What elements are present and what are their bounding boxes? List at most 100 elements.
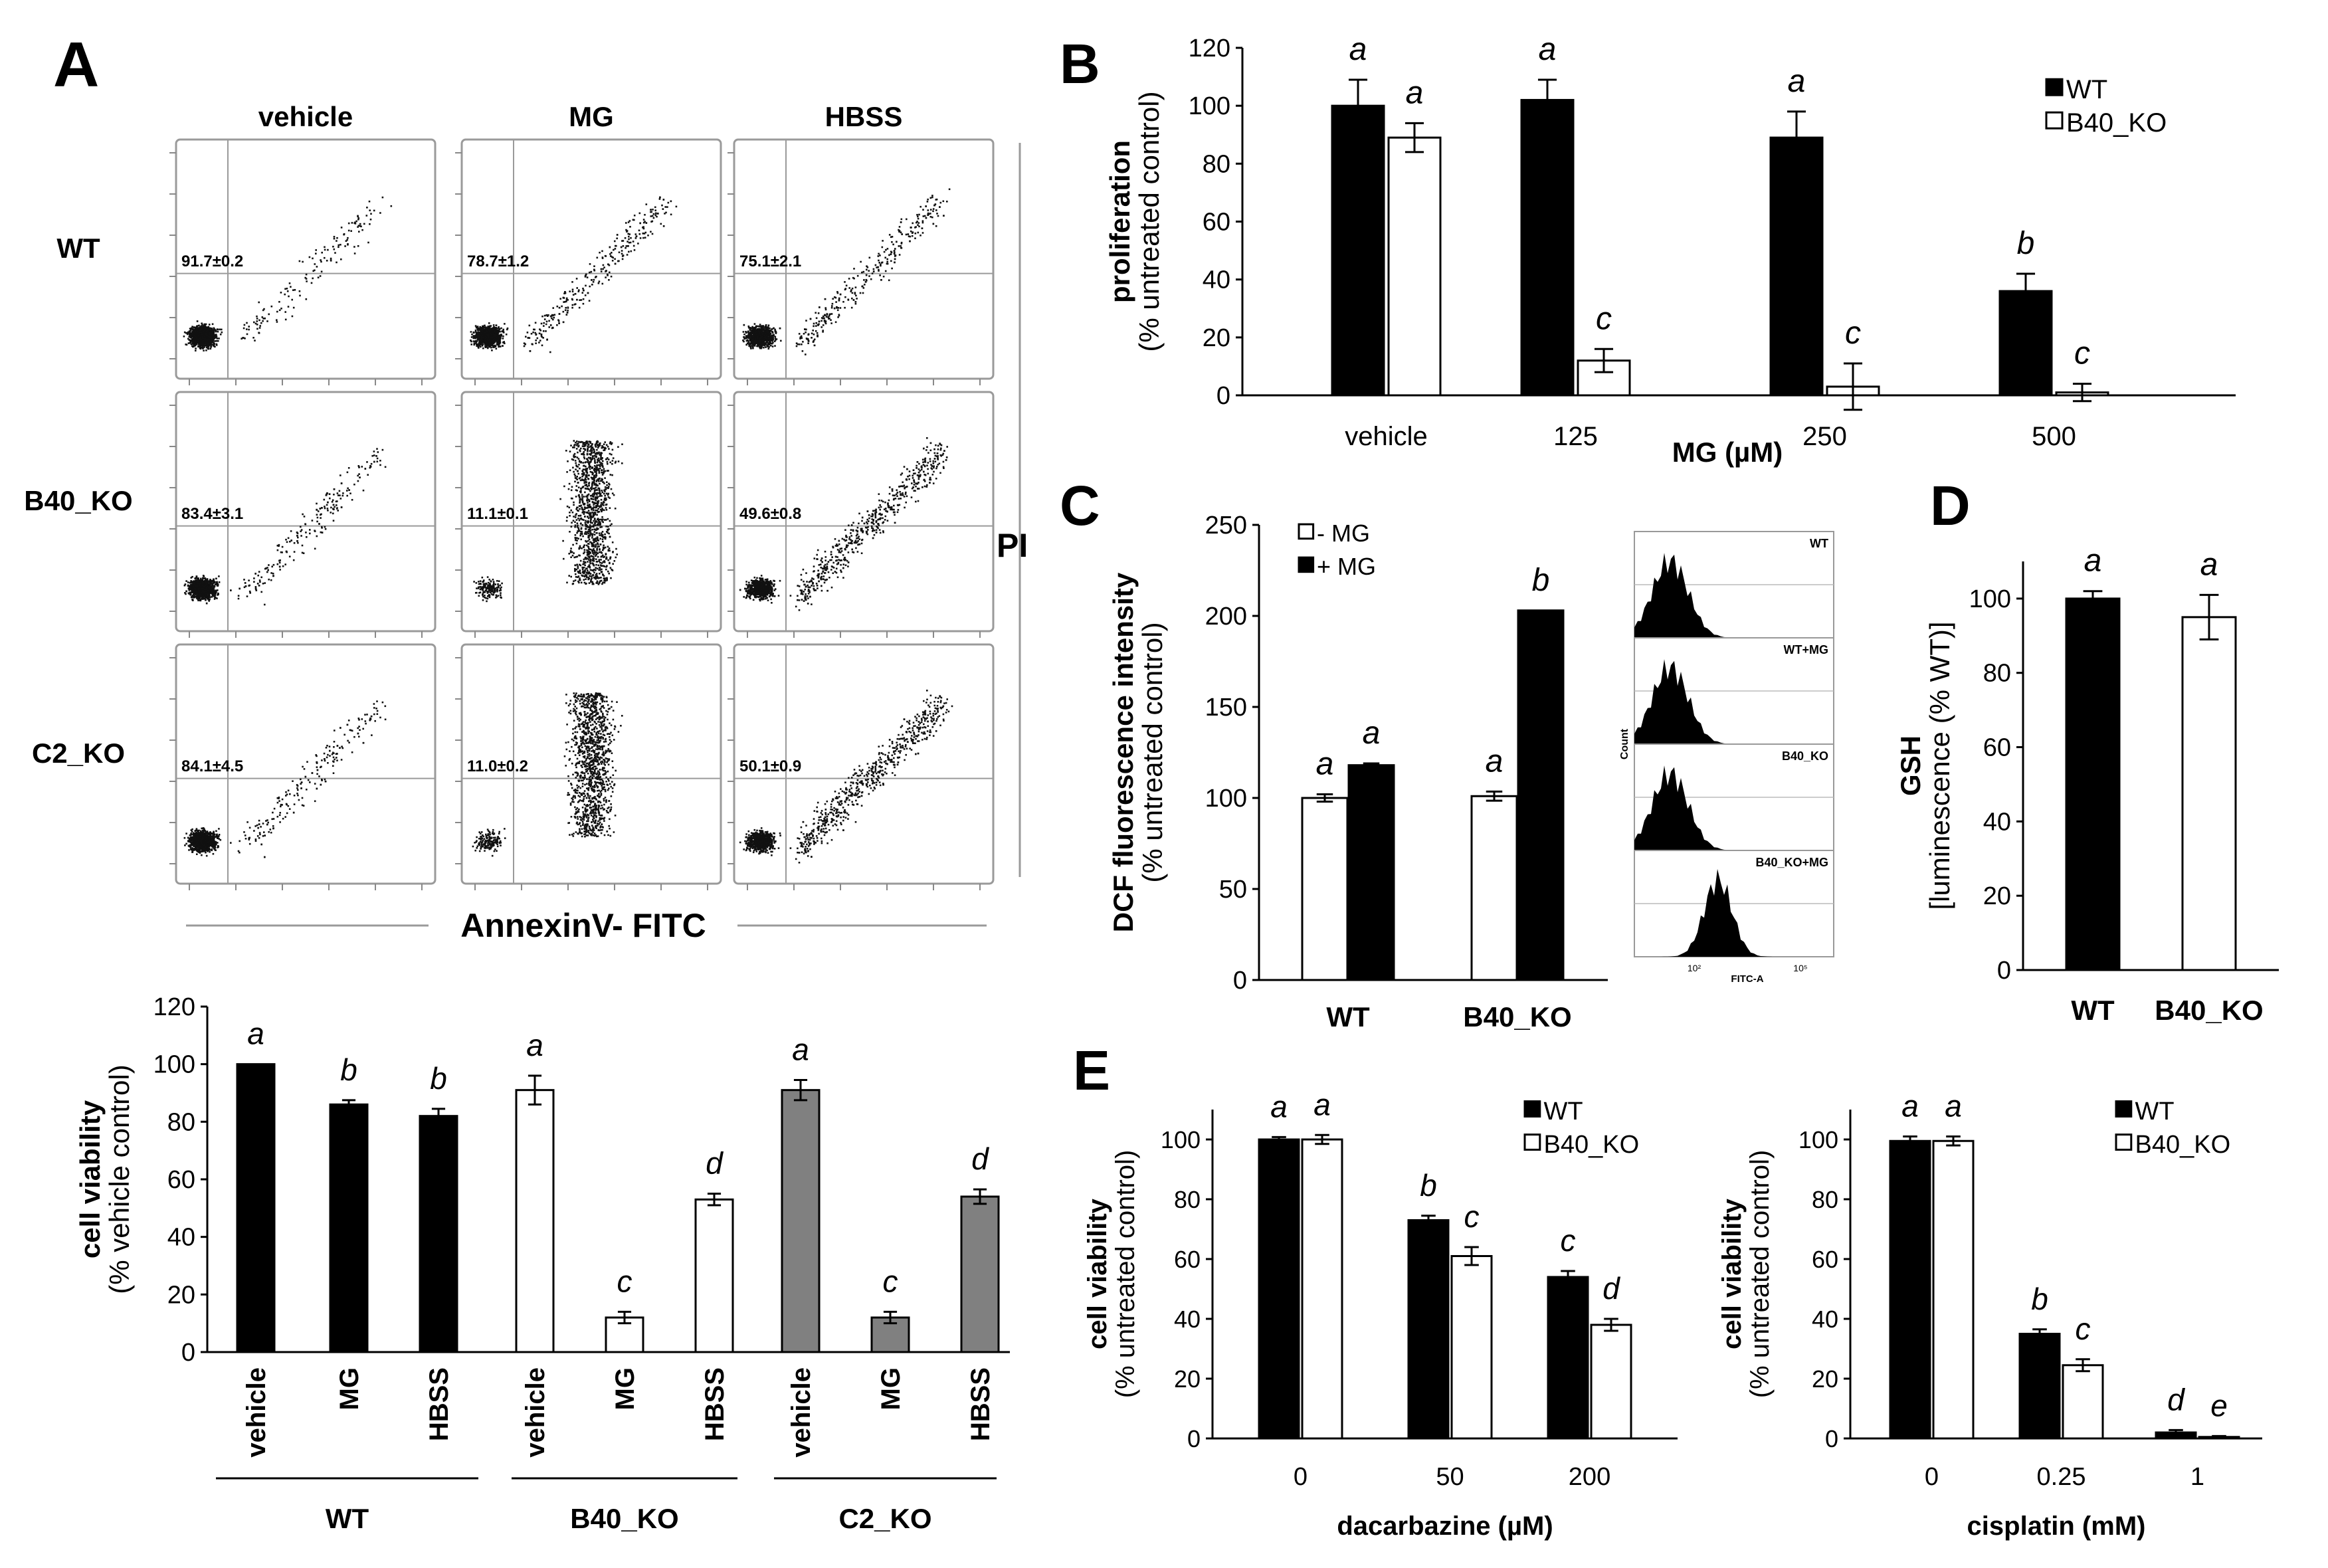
y-tick-label: 100 [153, 1051, 195, 1079]
flow-events [473, 440, 623, 603]
y-tick-label: 0 [1187, 1425, 1201, 1452]
flow-x-channel-label: AnnexinV- FITC [460, 907, 706, 944]
panel-B: B 0 20 40 60 80 100 120 proliferation(% untreat… [1060, 32, 2236, 468]
bar-B40_KO [1301, 1138, 1343, 1440]
bar-WT [1331, 104, 1385, 397]
significance-letter: a [1486, 743, 1504, 779]
bar-WT [1520, 98, 1575, 397]
x-tick-label: vehicle [787, 1367, 816, 1458]
y-axis-label-group: cell viability(% untreated control) [1717, 1150, 1775, 1399]
histogram-tick-label: 10² [1688, 963, 1701, 973]
bar-WT [329, 1103, 369, 1353]
y-tick-label: 100 [1969, 585, 2011, 613]
legend-label: WT [1544, 1098, 1583, 1126]
flow-column-header-0: vehicle [258, 101, 353, 132]
y-tick-label: 80 [1983, 660, 2011, 688]
bar-WT [1258, 1138, 1300, 1440]
flow-plot-frame [175, 643, 436, 885]
panel-B-proliferation-chart: 0 20 40 60 80 100 120 proliferation(% untreated… [1104, 32, 2236, 468]
group-label: WT [326, 1503, 369, 1534]
significance-letter: a [792, 1032, 809, 1067]
x-tick-label: HBSS [700, 1367, 729, 1441]
significance-letter: a [1270, 1089, 1288, 1124]
bar-B40_KO [1932, 1139, 1975, 1440]
panel-letter-B: B [1060, 33, 1100, 95]
x-tick-label: 125 [1553, 422, 1598, 451]
flow-events [470, 196, 678, 353]
y-tick-label: 0 [1997, 957, 2011, 985]
y-axis-label-group: DCF fluorescence intensity(% untreated c… [1108, 572, 1168, 932]
legend-swatch [1523, 1100, 1541, 1118]
y-tick-label: 150 [1205, 694, 1247, 722]
legend-label: - MG [1317, 520, 1370, 547]
significance-letter: a [1349, 32, 1367, 67]
flow-column-header-2: HBSS [825, 101, 903, 132]
significance-letter: c [2076, 1312, 2091, 1346]
panel-A-viability-chart: 0 20 40 60 80 100 120 cell viability(% vehicle … [74, 993, 1010, 1534]
y-tick-label: 20 [167, 1281, 195, 1309]
flow-quadrant-value: 11.0±0.2 [467, 757, 528, 775]
significance-letter: c [1845, 316, 1861, 351]
significance-letter: d [1602, 1271, 1620, 1306]
y-axis-label-group: cell viability(% vehicle control) [74, 1064, 135, 1294]
histogram-x-label: FITC-A [1731, 973, 1763, 985]
significance-letter: c [617, 1264, 632, 1298]
significance-letter: a [2084, 543, 2102, 579]
x-tick-label: 0 [1925, 1463, 1939, 1491]
y-axis-label-group: GSH[luminescence (% WT)] [1895, 621, 1955, 910]
flow-events [739, 690, 953, 864]
x-tick-label: vehicle [242, 1367, 271, 1458]
x-tick-label: MG [876, 1367, 906, 1410]
flow-events [742, 188, 951, 355]
significance-letter: a [1539, 32, 1557, 67]
panel-letter-E: E [1073, 1039, 1110, 1102]
y-tick-label: 80 [1812, 1186, 1838, 1213]
significance-letter: a [1901, 1089, 1919, 1124]
significance-letter: a [1406, 75, 1424, 110]
significance-letter: d [971, 1141, 989, 1176]
histogram-label: WT+MG [1784, 643, 1829, 656]
flow-y-channel-label: PI [997, 527, 1028, 564]
x-tick-label: MG [335, 1367, 364, 1410]
histogram-label: WT [1810, 537, 1828, 550]
x-tick-label: 500 [2032, 422, 2076, 451]
x-tick-label: 0 [1294, 1463, 1308, 1491]
significance-letter: d [706, 1146, 724, 1181]
legend-swatch [2115, 1133, 2133, 1151]
significance-letter: b [430, 1061, 447, 1096]
y-axis-subtitle: (% untreated control) [1745, 1150, 1775, 1399]
y-tick-label: 0 [1825, 1425, 1838, 1452]
x-tick-label: vehicle [1345, 422, 1428, 451]
y-tick-label: 60 [1983, 734, 2011, 762]
flow-events [183, 196, 393, 351]
bar-plus-MG [1347, 764, 1395, 981]
flow-plot-frame [460, 643, 722, 885]
flow-plot-frame [733, 391, 995, 633]
y-tick-label: 100 [1161, 1126, 1201, 1153]
y-axis-title: GSH [1895, 735, 1926, 796]
significance-letter: b [1420, 1168, 1437, 1203]
bar-C2_KO [781, 1089, 821, 1353]
y-axis-title: cell viability [1717, 1198, 1747, 1349]
significance-letter: e [2210, 1388, 2228, 1422]
panel-letter-C: C [1060, 474, 1100, 537]
panel-E-dacarbazine-chart: 0 20 40 60 80 100 cell viability(% untreated c… [1083, 1087, 1678, 1541]
y-axis-subtitle: [luminescence (% WT)] [1924, 621, 1955, 910]
x-tick-label: HBSS [425, 1367, 454, 1441]
y-tick-label: 100 [1189, 92, 1230, 120]
histogram-curve [1634, 868, 1834, 957]
bar-WT [1769, 136, 1824, 397]
flow-events [472, 692, 623, 857]
bar-B40_KO [1387, 136, 1442, 397]
y-tick-label: 100 [1205, 785, 1247, 813]
y-axis-title: proliferation [1104, 140, 1135, 303]
histogram-y-label: Count [1619, 728, 1630, 759]
y-tick-label: 20 [1203, 324, 1230, 352]
y-axis-subtitle: (% untreated control) [1137, 622, 1168, 882]
y-tick-label: 40 [167, 1224, 195, 1252]
significance-letter: a [526, 1028, 543, 1062]
y-tick-label: 120 [1189, 35, 1230, 62]
x-tick-label: 1 [2190, 1463, 2204, 1491]
legend-swatch [2045, 78, 2064, 96]
